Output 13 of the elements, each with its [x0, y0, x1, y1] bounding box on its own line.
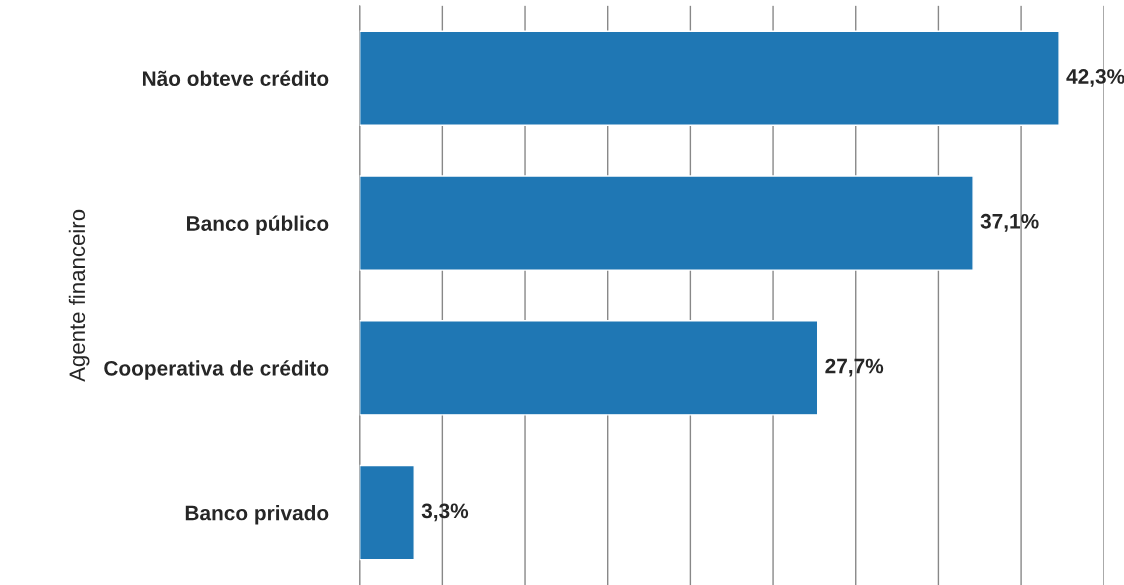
- bar: [359, 30, 1060, 126]
- bar: [359, 320, 819, 416]
- y-axis-title: Agente financeiro: [68, 209, 90, 382]
- bar: [359, 175, 974, 271]
- y-tick-label: Banco público: [187, 215, 329, 235]
- y-tick-label: Cooperativa de crédito: [104, 360, 329, 380]
- data-label: 3,3%: [421, 503, 469, 522]
- data-label: 42,3%: [1066, 69, 1124, 87]
- data-label: 27,7%: [825, 358, 884, 377]
- data-label: 37,1%: [980, 213, 1039, 232]
- bar: [359, 464, 415, 561]
- y-tick-label: Banco privado: [185, 505, 329, 525]
- y-tick-label: Não obteve crédito: [142, 70, 329, 86]
